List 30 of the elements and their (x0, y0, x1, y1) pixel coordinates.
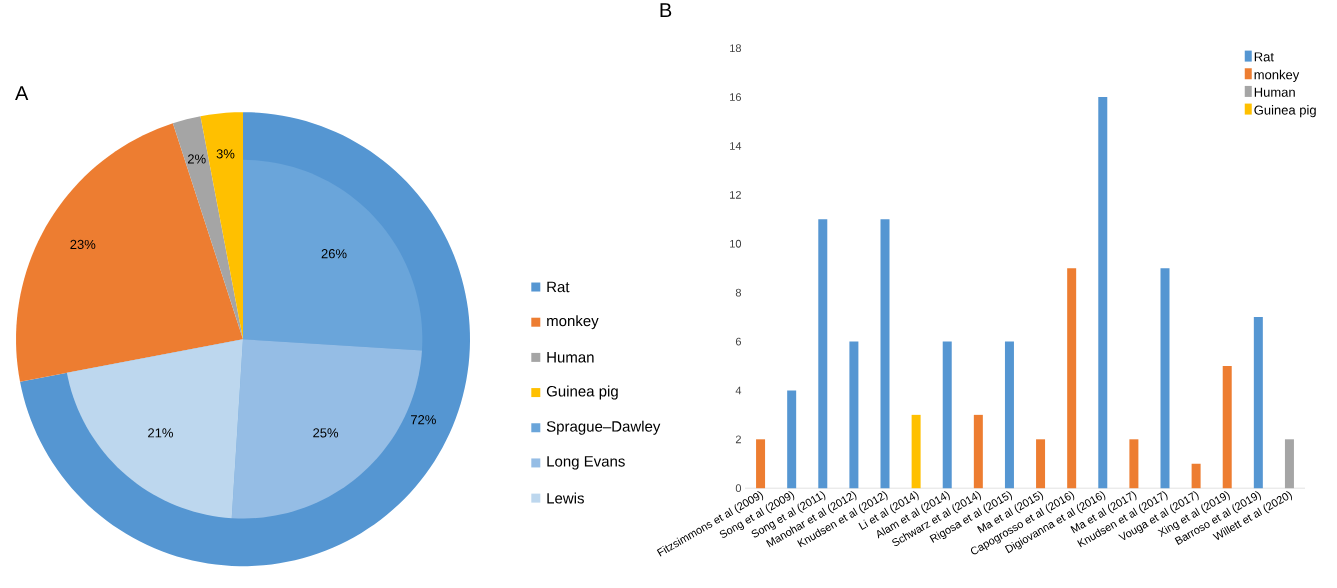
y-tick-label: 4 (735, 386, 742, 395)
legend-label: Long Evans (547, 456, 625, 470)
chart-title: A (15, 86, 29, 100)
data-label: 25% (313, 428, 339, 438)
y-tick-label: 14 (730, 142, 742, 150)
y-tick-label: 12 (730, 190, 741, 199)
legend-label: Lewis (547, 492, 584, 504)
legend-label: Rat (1254, 52, 1274, 62)
y-tick-label: 8 (735, 288, 742, 297)
legend-label: Human (1254, 87, 1295, 97)
legend-label: Human (547, 352, 594, 363)
y-tick-label: 6 (735, 337, 742, 346)
data-label: 23% (70, 239, 96, 249)
data-label: 21% (148, 428, 173, 438)
data-label: 3% (216, 149, 235, 159)
legend-label: monkey (547, 315, 599, 330)
y-tick-label: 18 (730, 44, 742, 52)
chart-title: B (660, 3, 672, 17)
legend-label: Rat (547, 281, 570, 293)
y-tick-label: 16 (730, 93, 742, 101)
data-label: 72% (411, 414, 436, 425)
legend-label: Guinea pig (1254, 105, 1316, 118)
legend-label: Sprague–Dawley (546, 420, 661, 435)
y-tick-label: 10 (730, 239, 742, 248)
y-tick-label: 2 (735, 435, 741, 444)
legend-label: monkey (1254, 69, 1300, 82)
legend-label: Guinea pig (546, 385, 618, 400)
y-tick-label: 0 (735, 484, 742, 492)
data-label: 2% (187, 154, 206, 164)
data-label: 26% (321, 249, 347, 259)
